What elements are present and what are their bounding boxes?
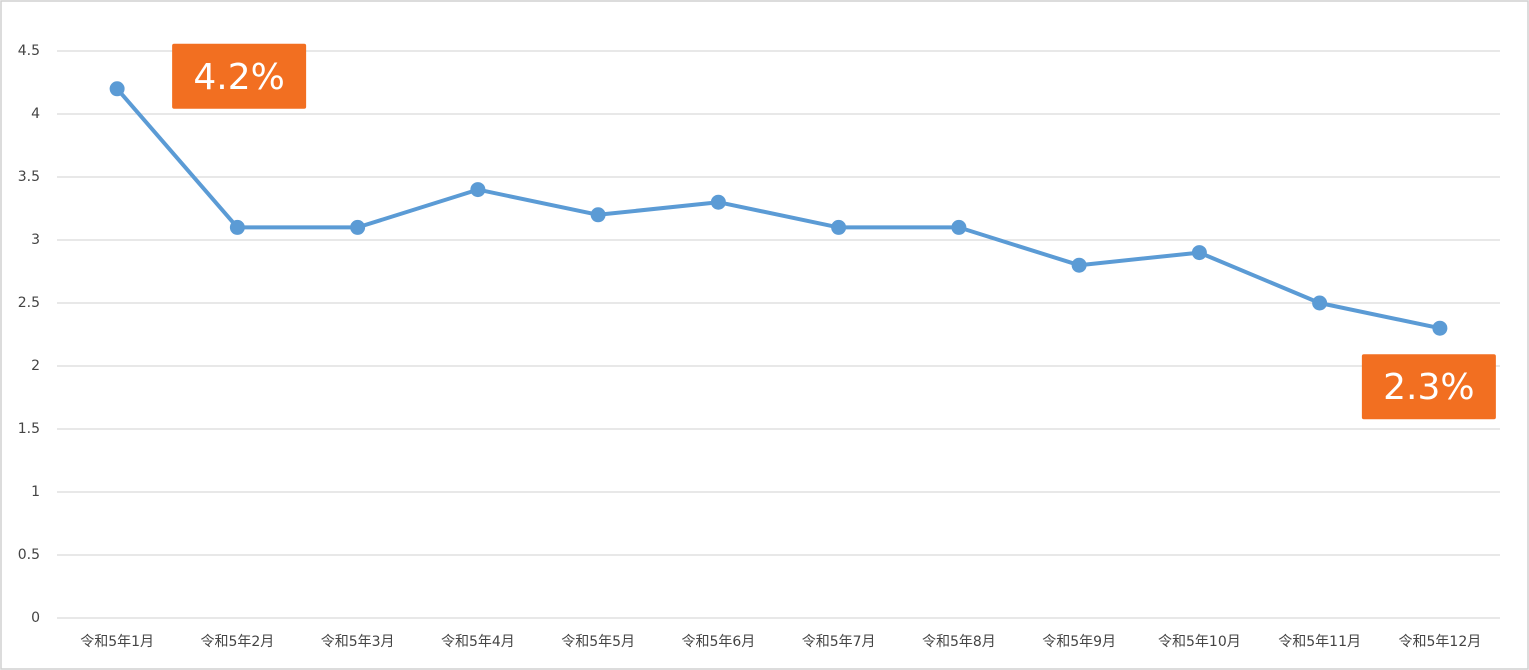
y-tick-label: 4.5 <box>18 43 40 59</box>
data-point <box>710 194 726 210</box>
x-tick-label: 令和5年2月 <box>200 634 274 650</box>
x-tick-label: 令和5年1月 <box>80 634 154 650</box>
x-tick-label: 令和5年7月 <box>802 634 876 650</box>
y-tick-label: 2.5 <box>18 295 40 311</box>
x-tick-label: 令和5年8月 <box>922 634 996 650</box>
x-tick-label: 令和5年4月 <box>441 634 515 650</box>
y-tick-label: 1 <box>31 484 40 500</box>
data-point <box>1071 257 1087 273</box>
data-point <box>1432 320 1448 336</box>
data-point <box>109 81 125 97</box>
value-label: 4.2% <box>193 57 284 98</box>
data-point <box>470 182 486 198</box>
data-line <box>115 87 1441 331</box>
x-tick-label: 令和5年5月 <box>561 634 635 650</box>
x-tick-label: 令和5年10月 <box>1158 634 1241 650</box>
data-point <box>229 219 245 235</box>
y-tick-label: 2 <box>31 358 40 374</box>
x-tick-label: 令和5年9月 <box>1042 634 1116 650</box>
data-point <box>831 219 847 235</box>
y-tick-label: 0 <box>31 610 40 626</box>
y-tick-label: 1.5 <box>18 421 40 437</box>
data-point <box>350 219 366 235</box>
data-point <box>1191 245 1207 261</box>
y-tick-label: 4 <box>31 106 40 122</box>
x-tick-label: 令和5年3月 <box>321 634 395 650</box>
data-point <box>590 207 606 223</box>
value-label-box <box>1361 354 1496 420</box>
value-label-box <box>172 43 307 109</box>
y-tick-label: 3 <box>31 232 40 248</box>
data-point <box>1312 295 1328 311</box>
x-tick-label: 令和5年12月 <box>1399 634 1482 650</box>
value-label: 2.3% <box>1383 367 1474 408</box>
y-tick-label: 0.5 <box>18 547 40 563</box>
x-tick-label: 令和5年6月 <box>681 634 755 650</box>
x-tick-label: 令和5年11月 <box>1278 634 1361 650</box>
y-tick-label: 3.5 <box>18 169 40 185</box>
data-point <box>951 219 967 235</box>
